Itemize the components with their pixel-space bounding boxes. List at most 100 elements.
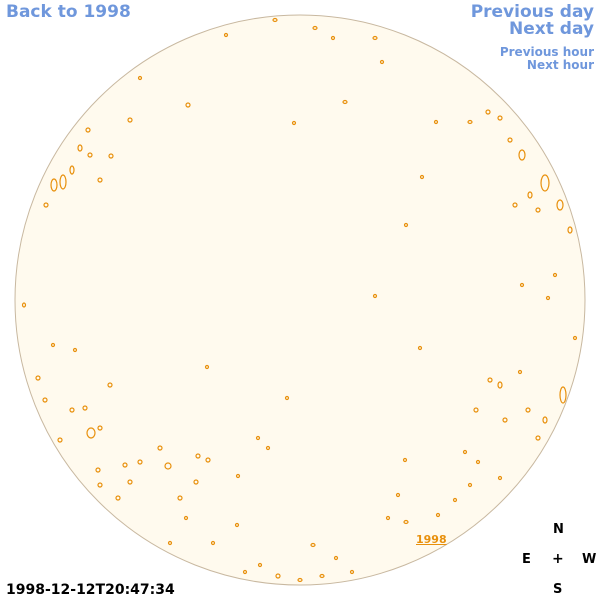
contour-mark <box>502 417 508 423</box>
contour-mark <box>435 512 441 518</box>
contour-mark <box>205 457 211 463</box>
contour-mark <box>137 459 143 465</box>
contour-mark <box>372 35 378 41</box>
contour-mark <box>512 202 518 208</box>
contour-mark <box>535 435 541 441</box>
contour-mark <box>265 445 271 451</box>
contour-mark <box>319 573 325 579</box>
contour-mark <box>257 562 263 568</box>
year-link[interactable]: 1998 <box>416 533 447 546</box>
contour-mark <box>86 427 96 439</box>
contour-mark <box>69 407 75 413</box>
contour-mark <box>234 522 240 528</box>
contour-mark <box>193 479 199 485</box>
contour-mark <box>35 375 41 381</box>
contour-mark <box>402 457 408 463</box>
contour-mark <box>395 492 401 498</box>
contour-mark <box>57 437 63 443</box>
contour-mark <box>312 25 318 31</box>
contour-mark <box>50 342 56 348</box>
previous-hour-link[interactable]: Previous hour <box>499 45 594 59</box>
contour-mark <box>82 405 88 411</box>
contour-mark <box>517 369 523 375</box>
contour-mark <box>50 178 58 192</box>
contour-mark <box>72 347 78 353</box>
contour-mark <box>275 573 281 579</box>
contour-mark <box>572 335 578 341</box>
contour-mark <box>519 282 525 288</box>
contour-mark <box>127 117 133 123</box>
contour-mark <box>107 382 113 388</box>
contour-mark <box>385 515 391 521</box>
contour-mark <box>204 364 210 370</box>
contour-mark <box>43 202 49 208</box>
back-to-year-link[interactable]: Back to 1998 <box>6 2 131 22</box>
magnetogram-contours <box>21 17 578 583</box>
contour-mark <box>297 577 303 583</box>
contour-mark <box>342 99 348 105</box>
contour-mark <box>497 115 503 121</box>
contour-mark <box>475 459 481 465</box>
contour-mark <box>122 462 128 468</box>
previous-day-link[interactable]: Previous day <box>470 2 594 22</box>
contour-mark <box>284 395 290 401</box>
contour-mark <box>552 272 558 278</box>
contour-mark <box>164 462 172 470</box>
contour-mark <box>167 540 173 546</box>
contour-mark <box>69 165 75 175</box>
contour-mark <box>97 177 103 183</box>
contour-mark <box>497 475 503 481</box>
next-hour-link[interactable]: Next hour <box>526 58 594 72</box>
contour-mark <box>379 59 385 65</box>
contour-mark <box>417 345 423 351</box>
compass-south-label: S <box>553 582 563 597</box>
contour-mark <box>567 226 573 234</box>
contour-mark <box>310 542 316 548</box>
contour-mark <box>559 386 567 404</box>
contour-mark <box>87 152 93 158</box>
contour-mark <box>527 191 533 199</box>
contour-mark <box>507 137 513 143</box>
contour-mark <box>115 495 121 501</box>
contour-mark <box>291 120 297 126</box>
contour-mark <box>467 119 473 125</box>
contour-mark <box>333 555 339 561</box>
contour-mark <box>545 295 551 301</box>
contour-mark <box>242 569 248 575</box>
compass-west-label: W <box>582 552 597 567</box>
contour-mark <box>330 35 336 41</box>
contour-mark <box>85 127 91 133</box>
contour-mark <box>21 302 27 308</box>
contour-mark <box>518 149 526 161</box>
contour-mark <box>535 207 541 213</box>
contour-mark <box>403 519 409 525</box>
contour-mark <box>485 109 491 115</box>
contour-mark <box>177 495 183 501</box>
contour-mark <box>97 425 103 431</box>
observation-timestamp: 1998-12-12T20:47:34 <box>6 582 175 598</box>
compass-east-label: E <box>522 552 531 567</box>
contour-mark <box>127 479 133 485</box>
contour-mark <box>42 397 48 403</box>
contour-mark <box>183 515 189 521</box>
contour-mark <box>349 569 355 575</box>
contour-mark <box>77 144 83 152</box>
contour-mark <box>255 435 261 441</box>
contour-mark <box>372 293 378 299</box>
contour-mark <box>540 174 550 192</box>
contour-mark <box>525 407 531 413</box>
contour-mark <box>223 32 229 38</box>
contour-mark <box>97 482 103 488</box>
compass-center-icon: + <box>552 551 564 567</box>
contour-mark <box>195 453 201 459</box>
contour-mark <box>403 222 409 228</box>
contour-mark <box>235 473 241 479</box>
next-day-link[interactable]: Next day <box>509 19 594 39</box>
contour-mark <box>137 75 143 81</box>
solar-disk <box>14 14 586 586</box>
contour-mark <box>157 445 163 451</box>
compass-north-label: N <box>553 522 564 537</box>
contour-mark <box>210 540 216 546</box>
contour-mark <box>185 102 191 108</box>
